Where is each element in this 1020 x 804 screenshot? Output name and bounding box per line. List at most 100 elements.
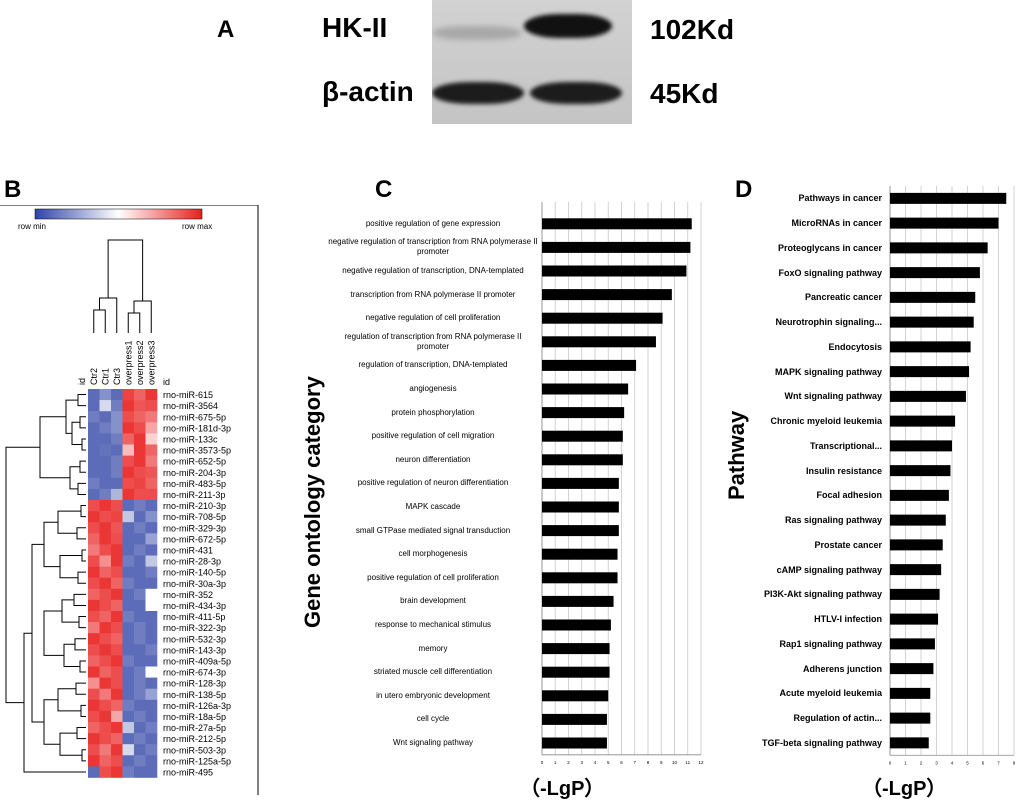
pathway-category-label: Rap1 signaling pathway <box>779 638 882 649</box>
bar <box>890 366 970 378</box>
heatmap-cell <box>111 633 123 645</box>
bar <box>542 477 619 489</box>
heatmap-cell <box>99 611 112 623</box>
heatmap-cell <box>145 411 158 423</box>
heatmap-cell <box>88 599 100 612</box>
heatmap-cell <box>111 433 123 445</box>
bar <box>890 390 966 402</box>
x-tick-label: 11 <box>685 760 690 765</box>
heatmap-column-label: Ctr1 <box>100 368 110 385</box>
heatmap-cell <box>88 699 100 712</box>
go-category-label: regulation of transcription, DNA-templat… <box>358 360 508 370</box>
heatmap-cell <box>134 411 146 423</box>
bar <box>890 217 999 229</box>
go-category-label: transcription from RNA polymerase II pro… <box>350 289 516 299</box>
go-category-label: negative regulation of transcription fro… <box>328 237 538 257</box>
heatmap-row-label: rno-miR-411-5p <box>163 612 225 622</box>
heatmap-cell <box>145 677 158 689</box>
heatmap-cell <box>111 511 123 523</box>
row-dendrogram-branch <box>79 460 86 473</box>
heatmap-cell <box>145 710 158 723</box>
go-category-label: angiogenesis <box>409 384 457 393</box>
heatmap-cell <box>88 566 100 578</box>
x-tick-label: 1 <box>554 760 557 765</box>
go-category-label: Wnt signaling pathway <box>392 738 474 747</box>
heatmap-cell <box>145 400 158 412</box>
col-dendrogram-branch <box>93 309 106 333</box>
heatmap-cell <box>145 433 158 445</box>
x-tick-label: 10 <box>672 760 678 765</box>
heatmap-cell <box>88 389 100 401</box>
row-dendrogram-branch <box>75 682 86 695</box>
x-tick-label: 1 <box>904 760 907 765</box>
heatmap-cell <box>145 744 158 756</box>
heatmap-cell <box>111 666 123 678</box>
heatmap-cell <box>88 422 100 434</box>
heatmap-cell <box>122 544 135 556</box>
heatmap-cell <box>99 522 112 534</box>
go-x-axis-title: （-LgP） <box>520 778 605 800</box>
x-tick-label: 5 <box>607 760 610 765</box>
bar <box>542 572 618 584</box>
heatmap-cell <box>134 622 146 634</box>
bar <box>890 687 931 699</box>
heatmap-cell <box>111 722 123 734</box>
pathway-category-label: Insulin resistance <box>805 465 882 476</box>
pathway-category-label: MicroRNAs in cancer <box>791 218 882 229</box>
heatmap-cell <box>145 555 158 567</box>
heatmap-cell <box>122 688 135 701</box>
heatmap-cell <box>88 488 100 501</box>
bar <box>890 737 929 749</box>
go-category-label: response to mechanical stimulus <box>374 620 492 629</box>
bar <box>890 341 971 353</box>
heatmap-cell <box>99 533 112 545</box>
heatmap-cell <box>145 733 158 745</box>
pathway-category-label: Neurotrophin signaling... <box>775 317 883 328</box>
heatmap-cell <box>145 622 158 634</box>
heatmap-row-label: rno-miR-128-3p <box>163 679 226 689</box>
heatmap-cell <box>145 722 158 734</box>
bar <box>890 588 940 600</box>
heatmap-row-label: rno-miR-434-3p <box>163 601 226 611</box>
heatmap-cell <box>145 688 158 701</box>
heatmap-cell <box>134 511 146 523</box>
heatmap-cell <box>111 422 123 434</box>
go-category-label: regulation of transcription from RNA pol… <box>344 331 522 351</box>
heatmap-row-label: rno-miR-532-3p <box>163 634 226 644</box>
pathway-category-label: Acute myeloid leukemia <box>779 688 882 699</box>
heatmap-cell <box>145 644 158 656</box>
heatmap-cell <box>122 522 135 534</box>
bar <box>890 291 976 303</box>
heatmap-cell <box>134 722 146 734</box>
row-dendrogram-branch <box>57 688 81 712</box>
go-bar-chart: 0 1 2 3 4 5 6 7 8 9 10 11 12 <box>541 202 704 765</box>
pathway-category-label: TGF-beta signaling pathway <box>761 737 882 748</box>
heatmap-cell <box>122 433 135 445</box>
heatmap-cell <box>122 733 135 745</box>
heatmap-cell <box>145 633 158 645</box>
heatmap-cell <box>134 688 146 701</box>
heatmap-cell <box>99 466 112 479</box>
heatmap-cell <box>111 655 123 667</box>
heatmap-cell <box>134 433 146 445</box>
pathway-category-label: Adherens junction <box>802 663 882 674</box>
heatmap-row-label: rno-miR-126a-3p <box>163 701 231 711</box>
x-tick-label: 12 <box>698 760 704 765</box>
pathway-bar-chart: 0 1 2 3 4 5 6 7 8 <box>889 186 1016 765</box>
heatmap-cell <box>88 544 100 556</box>
heatmap-cell <box>88 555 100 567</box>
heatmap-cell <box>88 400 100 412</box>
heatmap-cell <box>88 500 100 512</box>
bar <box>890 638 935 650</box>
heatmap-row-label: rno-miR-143-3p <box>163 645 226 655</box>
heatmap-column-label: overpress2 <box>135 340 145 385</box>
pathway-category-label: Chronic myeloid leukemia <box>770 416 882 427</box>
row-dendrogram-branch <box>73 593 86 606</box>
heatmap-row-label: rno-miR-495 <box>163 768 213 778</box>
go-category-label: in utero embryonic development <box>376 690 490 700</box>
heatmap-cell <box>99 766 112 778</box>
heatmap-cell <box>122 400 135 412</box>
blot-band-actin-overexpress <box>530 82 622 104</box>
row-dendrogram-branch <box>74 638 86 651</box>
row-dendrogram-branch <box>81 438 86 451</box>
